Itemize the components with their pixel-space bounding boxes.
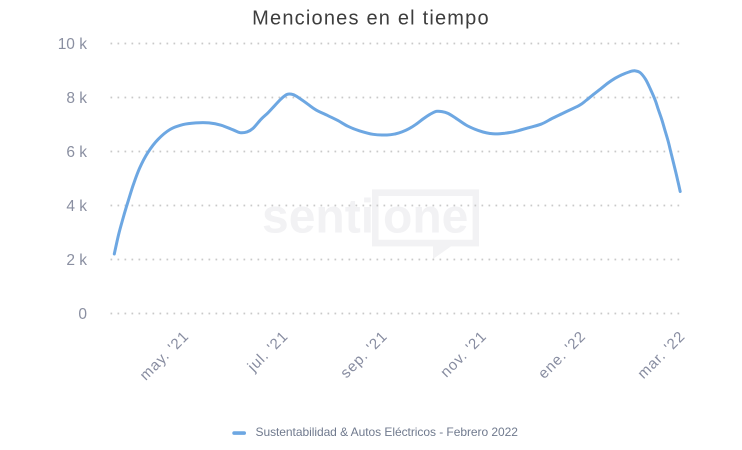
svg-text:8 k: 8 k (66, 90, 87, 107)
svg-text:senti: senti (262, 191, 374, 244)
svg-text:6 k: 6 k (66, 144, 87, 161)
svg-text:sep. '21: sep. '21 (337, 328, 391, 382)
svg-text:nov. '21: nov. '21 (437, 328, 490, 381)
svg-text:mar. '22: mar. '22 (634, 328, 689, 383)
svg-text:may. '21: may. '21 (137, 328, 193, 384)
svg-text:10 k: 10 k (58, 36, 88, 53)
svg-text:Menciones en el tiempo: Menciones en el tiempo (252, 8, 490, 30)
svg-text:4 k: 4 k (66, 198, 87, 215)
svg-text:jul. '21: jul. '21 (244, 328, 292, 376)
svg-text:ene. '22: ene. '22 (535, 328, 590, 383)
svg-text:one: one (383, 191, 468, 244)
svg-text:Sustentabilidad & Autos Eléctr: Sustentabilidad & Autos Eléctricos - Feb… (256, 425, 519, 439)
svg-text:2 k: 2 k (66, 252, 87, 269)
svg-text:0: 0 (78, 306, 87, 323)
